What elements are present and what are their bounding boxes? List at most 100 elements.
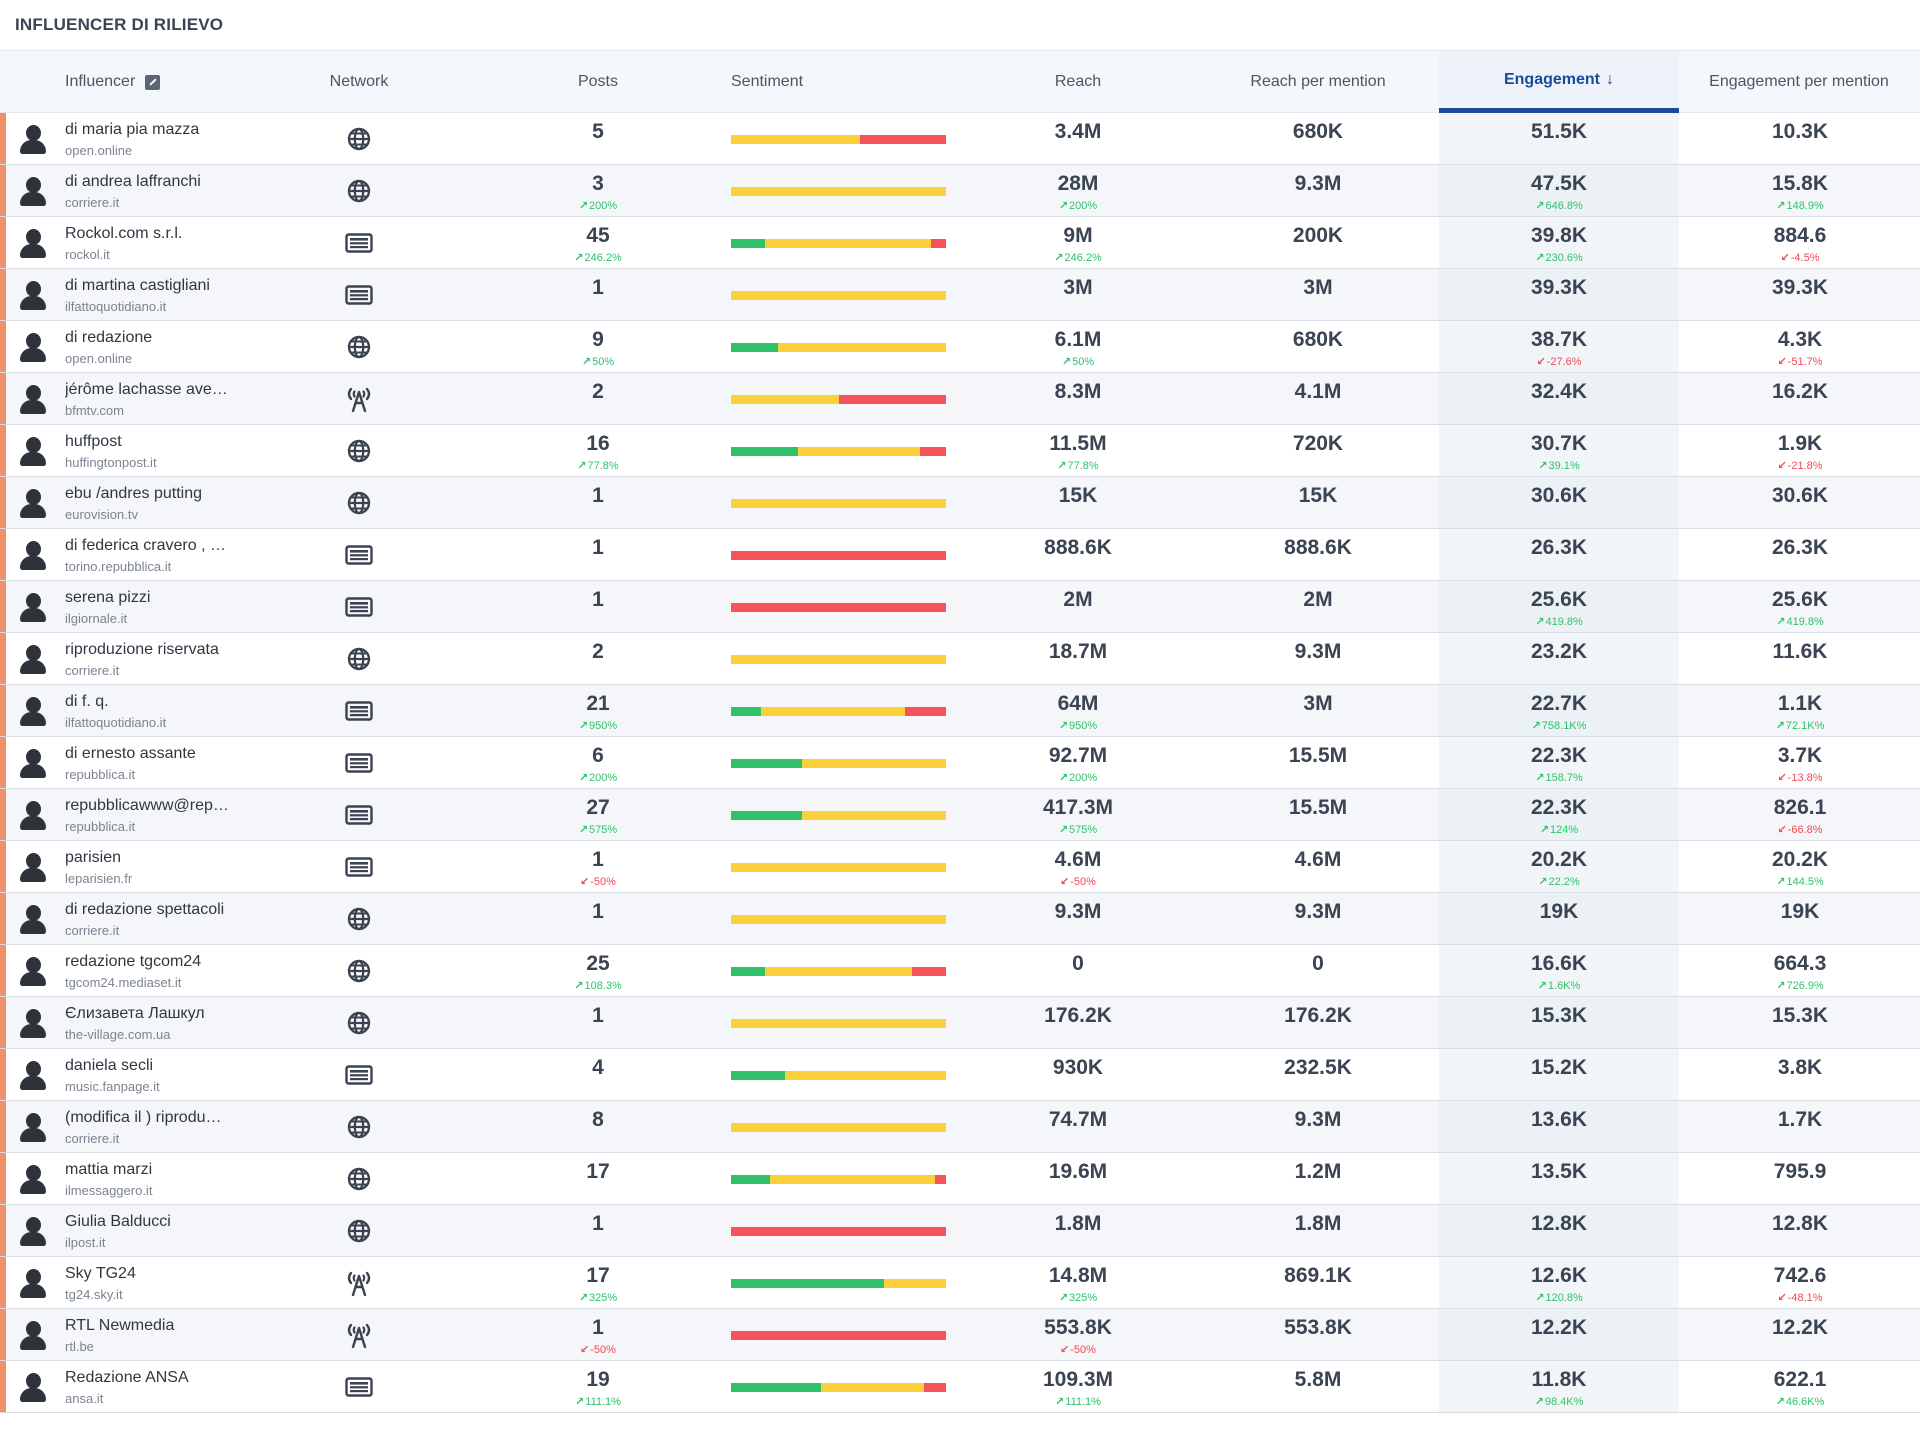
posts-value: 27 xyxy=(586,796,610,819)
influencer-name[interactable]: Redazione ANSA xyxy=(65,1369,189,1386)
table-row[interactable]: serena pizzi ilgiornale.it 1 2M 2M 25.6K… xyxy=(0,581,1920,633)
arrow-down-left-icon: ↙ xyxy=(1536,356,1546,368)
table-row[interactable]: ebu /andres putting eurovision.tv 1 15K … xyxy=(0,477,1920,529)
avatar-icon[interactable] xyxy=(18,1008,48,1038)
influencer-name[interactable]: RTL Newmedia xyxy=(65,1317,175,1334)
influencer-name[interactable]: (modifica il ) riprodu… xyxy=(65,1109,222,1126)
avatar-icon[interactable] xyxy=(18,748,48,778)
influencer-name[interactable]: Єлизавета Лашкул xyxy=(65,1005,205,1022)
avatar-icon[interactable] xyxy=(18,800,48,830)
avatar-icon[interactable] xyxy=(18,1164,48,1194)
avatar-icon[interactable] xyxy=(18,436,48,466)
table-row[interactable]: riproduzione riservata corriere.it 2 18.… xyxy=(0,633,1920,685)
arrow-up-right-icon: ↗ xyxy=(1061,356,1072,368)
engagement-column-highlight xyxy=(1439,1101,1679,1152)
avatar-icon[interactable] xyxy=(18,384,48,414)
influencer-name[interactable]: di andrea laffranchi xyxy=(65,173,201,190)
avatar-icon[interactable] xyxy=(18,592,48,622)
table-row[interactable]: di federica cravero , … torino.repubblic… xyxy=(0,529,1920,581)
influencer-name[interactable]: di ernesto assante xyxy=(65,745,196,762)
influencer-name[interactable]: di f. q. xyxy=(65,693,109,710)
table-row[interactable]: daniela secli music.fanpage.it 4 930K 23… xyxy=(0,1049,1920,1101)
external-link-icon[interactable] xyxy=(145,74,161,90)
influencer-name[interactable]: ebu /andres putting xyxy=(65,485,202,502)
avatar-icon[interactable] xyxy=(18,1112,48,1142)
influencer-name[interactable]: di redazione xyxy=(65,329,153,346)
influencer-name[interactable]: daniela secli xyxy=(65,1057,154,1074)
avatar-icon[interactable] xyxy=(18,1320,48,1350)
avatar-icon[interactable] xyxy=(18,540,48,570)
avatar-icon[interactable] xyxy=(18,1216,48,1246)
table-row[interactable]: di ernesto assante repubblica.it 6 ↗200%… xyxy=(0,737,1920,789)
avatar-icon[interactable] xyxy=(18,956,48,986)
influencer-name[interactable]: di redazione spettacoli xyxy=(65,901,225,918)
avatar-icon[interactable] xyxy=(18,696,48,726)
engagement-per-mention-value: 3.7K xyxy=(1777,744,1823,767)
table-row[interactable]: Єлизавета Лашкул the-village.com.ua 1 17… xyxy=(0,997,1920,1049)
table-row[interactable]: Sky TG24 tg24.sky.it 17 ↗325% 14.8M ↗325… xyxy=(0,1257,1920,1309)
column-header-sentiment[interactable]: Sentiment xyxy=(731,73,804,90)
column-header-engagement-per-mention[interactable]: Engagement per mention xyxy=(1709,73,1889,90)
table-row[interactable]: parisien leparisien.fr 1 ↙-50% 4.6M ↙-50… xyxy=(0,841,1920,893)
avatar-icon[interactable] xyxy=(18,1372,48,1402)
table-row[interactable]: jérôme lachasse ave… bfmtv.com 2 8.3M 4.… xyxy=(0,373,1920,425)
avatar-icon[interactable] xyxy=(18,1268,48,1298)
influencer-name[interactable]: di federica cravero , … xyxy=(65,537,226,554)
table-row[interactable]: Redazione ANSA ansa.it 19 ↗111.1% 109.3M… xyxy=(0,1361,1920,1413)
globe-icon xyxy=(344,906,374,932)
influencer-name[interactable]: jérôme lachasse ave… xyxy=(65,381,228,398)
table-row[interactable]: RTL Newmedia rtl.be 1 ↙-50% 553.8K ↙-50%… xyxy=(0,1309,1920,1361)
influencer-name[interactable]: serena pizzi xyxy=(65,589,151,606)
table-row[interactable]: Giulia Balducci ilpost.it 1 1.8M 1.8M 12… xyxy=(0,1205,1920,1257)
avatar-icon[interactable] xyxy=(18,280,48,310)
arrow-up-right-icon: ↗ xyxy=(574,252,584,264)
row-accent-bar xyxy=(0,1205,6,1256)
influencer-name[interactable]: parisien xyxy=(65,849,122,866)
arrow-up-right-icon: ↗ xyxy=(578,1292,589,1304)
avatar-icon[interactable] xyxy=(18,488,48,518)
table-row[interactable]: di f. q. ilfattoquotidiano.it 21 ↗950% 6… xyxy=(0,685,1920,737)
column-header-reach[interactable]: Reach xyxy=(1054,73,1102,90)
table-row[interactable]: huffpost huffingtonpost.it 16 ↗77.8% 11.… xyxy=(0,425,1920,477)
reach-value: 176.2K xyxy=(1044,1004,1112,1027)
influencer-name[interactable]: Giulia Balducci xyxy=(65,1213,171,1230)
table-row[interactable]: mattia marzi ilmessaggero.it 17 19.6M 1.… xyxy=(0,1153,1920,1205)
table-row[interactable]: di andrea laffranchi corriere.it 3 ↗200%… xyxy=(0,165,1920,217)
arrow-up-right-icon: ↗ xyxy=(1538,876,1548,888)
table-row[interactable]: di martina castigliani ilfattoquotidiano… xyxy=(0,269,1920,321)
avatar-icon[interactable] xyxy=(18,124,48,154)
sentiment-positive-segment xyxy=(731,447,798,456)
column-header-reach-per-mention[interactable]: Reach per mention xyxy=(1250,73,1386,90)
table-row[interactable]: redazione tgcom24 tgcom24.mediaset.it 25… xyxy=(0,945,1920,997)
avatar-icon[interactable] xyxy=(18,1060,48,1090)
avatar-icon[interactable] xyxy=(18,176,48,206)
influencer-name[interactable]: Rockol.com s.r.l. xyxy=(65,225,183,242)
table-row[interactable]: repubblicawww@rep… repubblica.it 27 ↗575… xyxy=(0,789,1920,841)
influencer-name[interactable]: redazione tgcom24 xyxy=(65,953,202,970)
table-row[interactable]: (modifica il ) riprodu… corriere.it 8 74… xyxy=(0,1101,1920,1153)
influencer-name[interactable]: di martina castigliani xyxy=(65,277,210,294)
influencer-name[interactable]: riproduzione riservata xyxy=(65,641,219,658)
sentiment-neutral-segment xyxy=(731,395,839,404)
table-row[interactable]: di redazione spettacoli corriere.it 1 9.… xyxy=(0,893,1920,945)
column-header-engagement[interactable]: Engagement ↓ xyxy=(1439,51,1679,113)
sentiment-bar xyxy=(731,1383,946,1392)
column-header-posts[interactable]: Posts xyxy=(577,73,618,90)
table-row[interactable]: di maria pia mazza open.online 5 3.4M 68… xyxy=(0,113,1920,165)
avatar-icon[interactable] xyxy=(18,852,48,882)
table-row[interactable]: Rockol.com s.r.l. rockol.it 45 ↗246.2% 9… xyxy=(0,217,1920,269)
column-header-network[interactable]: Network xyxy=(329,73,389,90)
avatar-icon[interactable] xyxy=(18,644,48,674)
influencer-name[interactable]: Sky TG24 xyxy=(65,1265,136,1282)
table-row[interactable]: di redazione open.online 9 ↗50% 6.1M ↗50… xyxy=(0,321,1920,373)
influencer-domain: corriere.it xyxy=(65,195,120,210)
column-header-influencer[interactable]: Influencer xyxy=(65,51,161,113)
influencer-name[interactable]: mattia marzi xyxy=(65,1161,153,1178)
influencer-name[interactable]: huffpost xyxy=(65,433,122,450)
influencer-name[interactable]: repubblicawww@rep… xyxy=(65,797,229,814)
influencer-name[interactable]: di maria pia mazza xyxy=(65,121,200,138)
influencer-domain: leparisien.fr xyxy=(65,871,133,886)
avatar-icon[interactable] xyxy=(18,904,48,934)
avatar-icon[interactable] xyxy=(18,228,48,258)
avatar-icon[interactable] xyxy=(18,332,48,362)
